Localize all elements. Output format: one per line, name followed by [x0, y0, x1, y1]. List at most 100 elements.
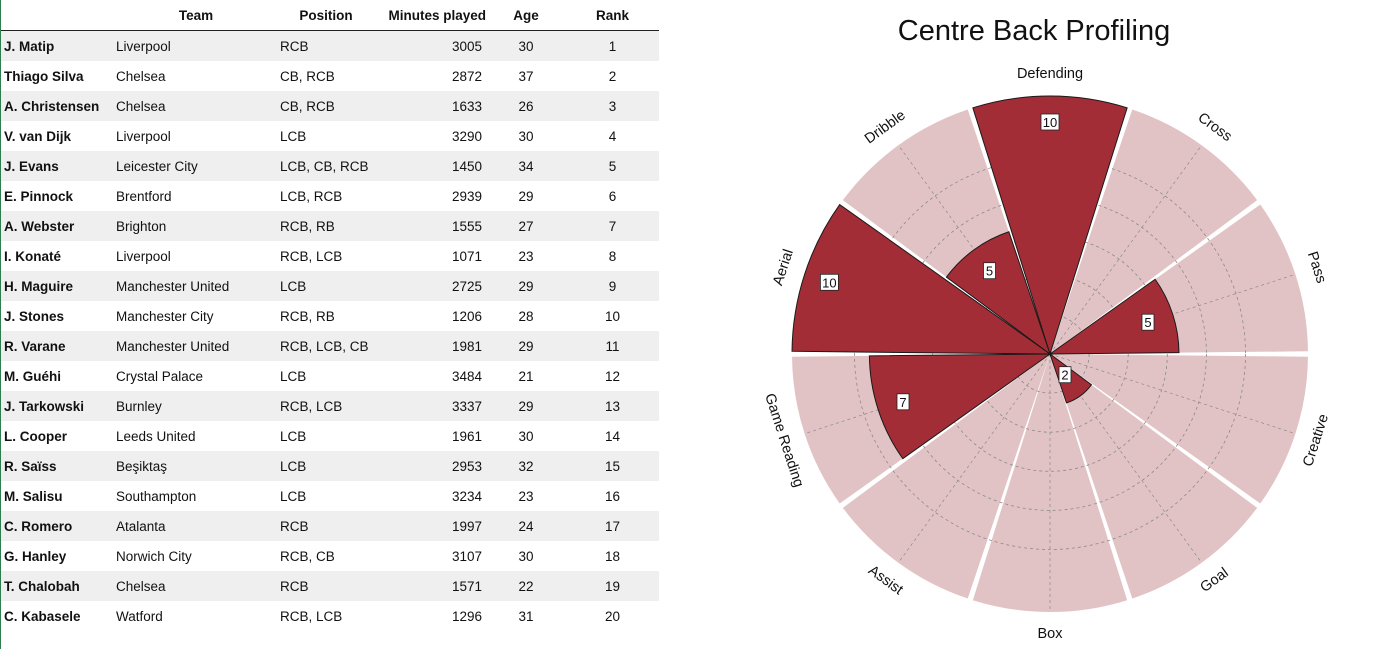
cell-age: 26: [518, 98, 534, 114]
value-label: 10: [1043, 115, 1057, 130]
value-label: 5: [1144, 315, 1151, 330]
bar-aerial: [791, 203, 1052, 355]
bar-pass: [1048, 278, 1180, 355]
cell-age: 30: [518, 128, 534, 144]
table-header-row: Team Position Minutes played Age Rank: [1, 0, 659, 31]
cell-team: Crystal Palace: [116, 368, 204, 384]
table-row: A. Christensen Chelsea CB, RCB 1633 26 3: [1, 91, 659, 121]
centre-back-polar-chart: 10 5 2 7 10 5 Defending Cross Pass Creative Goal Bo…: [761, 15, 1332, 642]
cell-player: G. Hanley: [4, 548, 67, 564]
cell-team: Norwich City: [116, 548, 192, 564]
player-table: Team Position Minutes played Age Rank J.…: [1, 0, 659, 631]
cell-minutes: 1296: [451, 608, 482, 624]
header-rank: Rank: [566, 0, 659, 31]
cell-age: 23: [518, 248, 534, 264]
table-row: J. Matip Liverpool RCB 3005 30 1: [1, 30, 659, 61]
cell-age: 23: [518, 488, 534, 504]
cell-minutes: 1997: [451, 518, 482, 534]
cell-position: LCB: [280, 428, 307, 444]
cell-age: 29: [518, 188, 534, 204]
cell-rank: 19: [604, 578, 621, 594]
bar-game-reading: [868, 353, 1052, 460]
cell-minutes: 2939: [451, 188, 482, 204]
cell-position: LCB: [280, 458, 307, 474]
cell-team: Burnley: [116, 398, 162, 414]
cell-age: 32: [518, 458, 534, 474]
cell-position: RCB, LCB, CB: [280, 338, 369, 354]
cell-rank: 15: [604, 458, 621, 474]
background-wedge-cross: [1050, 109, 1258, 354]
category-label: Creative: [1300, 412, 1332, 468]
value-label-box: [1141, 313, 1155, 331]
table-row: M. Salisu Southampton LCB 3234 23 16: [1, 481, 659, 511]
header-age: Age: [486, 0, 566, 31]
background-wedge-assist: [842, 354, 1050, 599]
category-label: Goal: [1197, 565, 1231, 596]
table-row: T. Chalobah Chelsea RCB 1571 22 19: [1, 571, 659, 601]
cell-player: I. Konaté: [4, 248, 62, 264]
category-label: Aerial: [770, 247, 797, 287]
cell-team: Liverpool: [116, 128, 171, 144]
table-row: L. Cooper Leeds United LCB 1961 30 14: [1, 421, 659, 451]
cell-rank: 13: [604, 398, 621, 414]
cell-position: RCB, LCB: [280, 248, 343, 264]
cell-team: Chelsea: [116, 98, 166, 114]
cell-minutes: 3484: [451, 368, 482, 384]
table-row: G. Hanley Norwich City RCB, CB 3107 30 18: [1, 541, 659, 571]
cell-age: 24: [518, 518, 534, 534]
cell-age: 29: [518, 398, 534, 414]
cell-rank: 3: [608, 98, 617, 114]
cell-position: CB, RCB: [280, 68, 335, 84]
cell-rank: 12: [604, 368, 621, 384]
cell-player: C. Kabasele: [4, 608, 81, 624]
cell-position: RCB, CB: [280, 548, 335, 564]
cell-player: C. Romero: [4, 518, 73, 534]
header-player: [1, 0, 114, 31]
cell-age: 29: [518, 278, 534, 294]
cell-position: LCB: [280, 488, 307, 504]
category-label: Cross: [1195, 110, 1235, 145]
cell-position: RCB: [280, 578, 309, 594]
cell-player: A. Christensen: [4, 98, 100, 114]
cell-rank: 17: [604, 518, 621, 534]
cell-position: LCB, RCB: [280, 188, 343, 204]
cell-team: Southampton: [116, 488, 197, 504]
table-row: J. Tarkowski Burnley RCB, LCB 3337 29 13: [1, 391, 659, 421]
grid-spoke: [1049, 353, 1296, 435]
cell-age: 34: [518, 158, 534, 174]
grid-circle: [893, 197, 1207, 511]
category-label: Dribble: [862, 107, 909, 147]
header-team: Team: [114, 0, 278, 31]
cell-position: RCB, RB: [280, 308, 335, 324]
cell-player: H. Maguire: [4, 278, 74, 294]
cell-team: Chelsea: [116, 68, 166, 84]
cell-position: CB, RCB: [280, 98, 335, 114]
table-row: I. Konaté Liverpool RCB, LCB 1071 23 8: [1, 241, 659, 271]
cell-rank: 6: [608, 188, 617, 204]
cell-age: 29: [518, 338, 534, 354]
value-label: 10: [822, 275, 836, 290]
table-row: V. van Dijk Liverpool LCB 3290 30 4: [1, 121, 659, 151]
cell-position: LCB: [280, 368, 307, 384]
value-label: 5: [986, 264, 993, 279]
table-row: C. Kabasele Watford RCB, LCB 1296 31 20: [1, 601, 659, 631]
cell-team: Liverpool: [116, 38, 171, 54]
cell-player: R. Varane: [4, 338, 66, 354]
cell-rank: 4: [608, 128, 617, 144]
cell-player: R. Saïss: [4, 458, 57, 474]
cell-age: 31: [518, 608, 534, 624]
value-label-box: [1040, 113, 1060, 131]
cell-team: Manchester United: [116, 278, 230, 294]
cell-minutes: 3107: [451, 548, 482, 564]
cell-minutes: 3290: [451, 128, 482, 144]
background-wedge-creative: [1050, 354, 1308, 504]
cell-age: 37: [518, 68, 534, 84]
table-row: H. Maguire Manchester United LCB 2725 29 9: [1, 271, 659, 301]
cell-rank: 16: [604, 488, 621, 504]
cell-team: Leeds United: [116, 428, 196, 444]
cell-position: LCB: [280, 278, 307, 294]
cell-player: A. Webster: [4, 218, 75, 234]
table-row: A. Webster Brighton RCB, RB 1555 27 7: [1, 211, 659, 241]
cell-minutes: 1555: [451, 218, 482, 234]
cell-minutes: 1961: [451, 428, 482, 444]
